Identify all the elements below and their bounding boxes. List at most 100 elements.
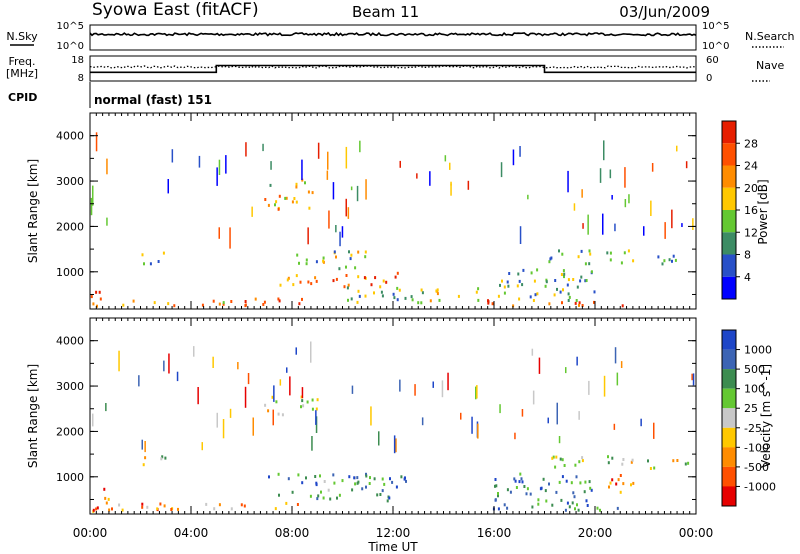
echo-streak [270,161,272,170]
echo-streak [671,209,673,229]
date-label: 03/Jun/2009 [619,3,710,21]
echo-streak [444,155,447,162]
echo-cell [579,481,582,485]
echo-streak [370,406,372,426]
echo-cell [309,494,312,498]
echo-cell [565,479,568,483]
echo-cell [396,286,399,290]
echo-streak [90,197,93,216]
echo-cell [523,485,526,488]
echo-cell [278,299,281,303]
echo-cell [563,275,565,279]
echo-cell [361,487,364,491]
echo-streak [106,217,108,226]
echo-cell [559,290,562,294]
echo-cell [525,492,528,496]
echo-cell [551,503,554,507]
echo-cell [521,283,524,287]
echo-cell [364,250,367,254]
echo-cell [279,283,282,287]
echo-cell [563,464,566,467]
echo-cell [548,260,551,264]
echo-cell [244,300,247,303]
colorbar-swatch [722,330,736,350]
echo-cell [583,490,586,494]
echo-cell [301,481,304,485]
echo-cell [577,255,580,259]
echo-cell [536,268,539,272]
echo-cell [164,456,167,460]
echo-cell [316,497,319,501]
echo-cell [285,196,288,200]
echo-streak [335,225,337,233]
velocity-colorbar-label: Velocity [m s^-1] [759,364,773,468]
echo-cell [298,261,300,265]
echo-cell [593,300,595,304]
echo-streak [378,431,380,446]
colorbar-frame [721,329,737,507]
echo-cell [589,486,592,490]
echo-cell [475,290,478,294]
echo-cell [477,287,480,291]
echo-cell [349,257,352,261]
echo-cell [494,478,497,481]
echo-cell [311,398,314,402]
echo-cell [264,403,267,407]
echo-cell [92,508,95,512]
echo-cell [310,282,313,286]
echo-cell [561,458,564,462]
echo-cell [581,304,584,307]
colorbar-swatch [722,232,736,255]
echo-cell [506,488,509,492]
time-axis-labels: 00:00 04:00 08:00 12:00 16:00 20:00 00:00 [73,526,714,540]
echo-cell [275,200,278,204]
echo-cell [575,299,578,302]
echo-cell [350,297,353,301]
nave-right-top-tick: 60 [706,55,719,66]
echo-cell [338,493,341,497]
echo-cell [333,250,336,254]
echo-cell [588,262,591,266]
echo-cell [322,496,325,500]
echo-cell [438,298,441,302]
echo-cell [132,299,135,303]
echo-cell [395,485,398,489]
echo-cell [584,480,587,484]
echo-cell [144,456,147,460]
echo-cell [400,475,403,479]
echo-cell [552,455,555,459]
echo-streak [676,145,678,152]
echo-cell [90,295,93,299]
echo-cell [213,507,216,511]
range-tick-label: 2000 [56,425,84,438]
echo-streak [138,375,140,387]
echo-cell [572,491,575,495]
echo-streak [289,376,291,396]
echo-cell [386,499,389,503]
echo-cell [240,503,243,507]
echo-cell [561,252,564,256]
echo-cell [562,288,564,292]
echo-cell [676,459,679,462]
freq-trace [90,64,696,74]
echo-streak [251,206,253,217]
echo-cell [627,249,630,253]
echo-cell [173,304,176,308]
echo-cell [222,301,225,305]
echo-cell [521,480,524,484]
echo-streak [429,171,431,186]
range-tick-label: 4000 [56,335,84,348]
echo-streak [245,142,247,157]
echo-streak [399,160,401,168]
echo-cell [301,297,303,301]
echo-cell [205,502,208,506]
echo-cell [107,497,110,501]
echo-cell [580,275,583,279]
echo-streak [471,416,473,434]
echo-cell [332,279,335,283]
echo-cell [357,289,360,293]
echo-streak [106,158,108,175]
echo-cell [619,474,622,477]
velocity-time-ticks [89,318,697,514]
echo-cell [381,294,384,298]
